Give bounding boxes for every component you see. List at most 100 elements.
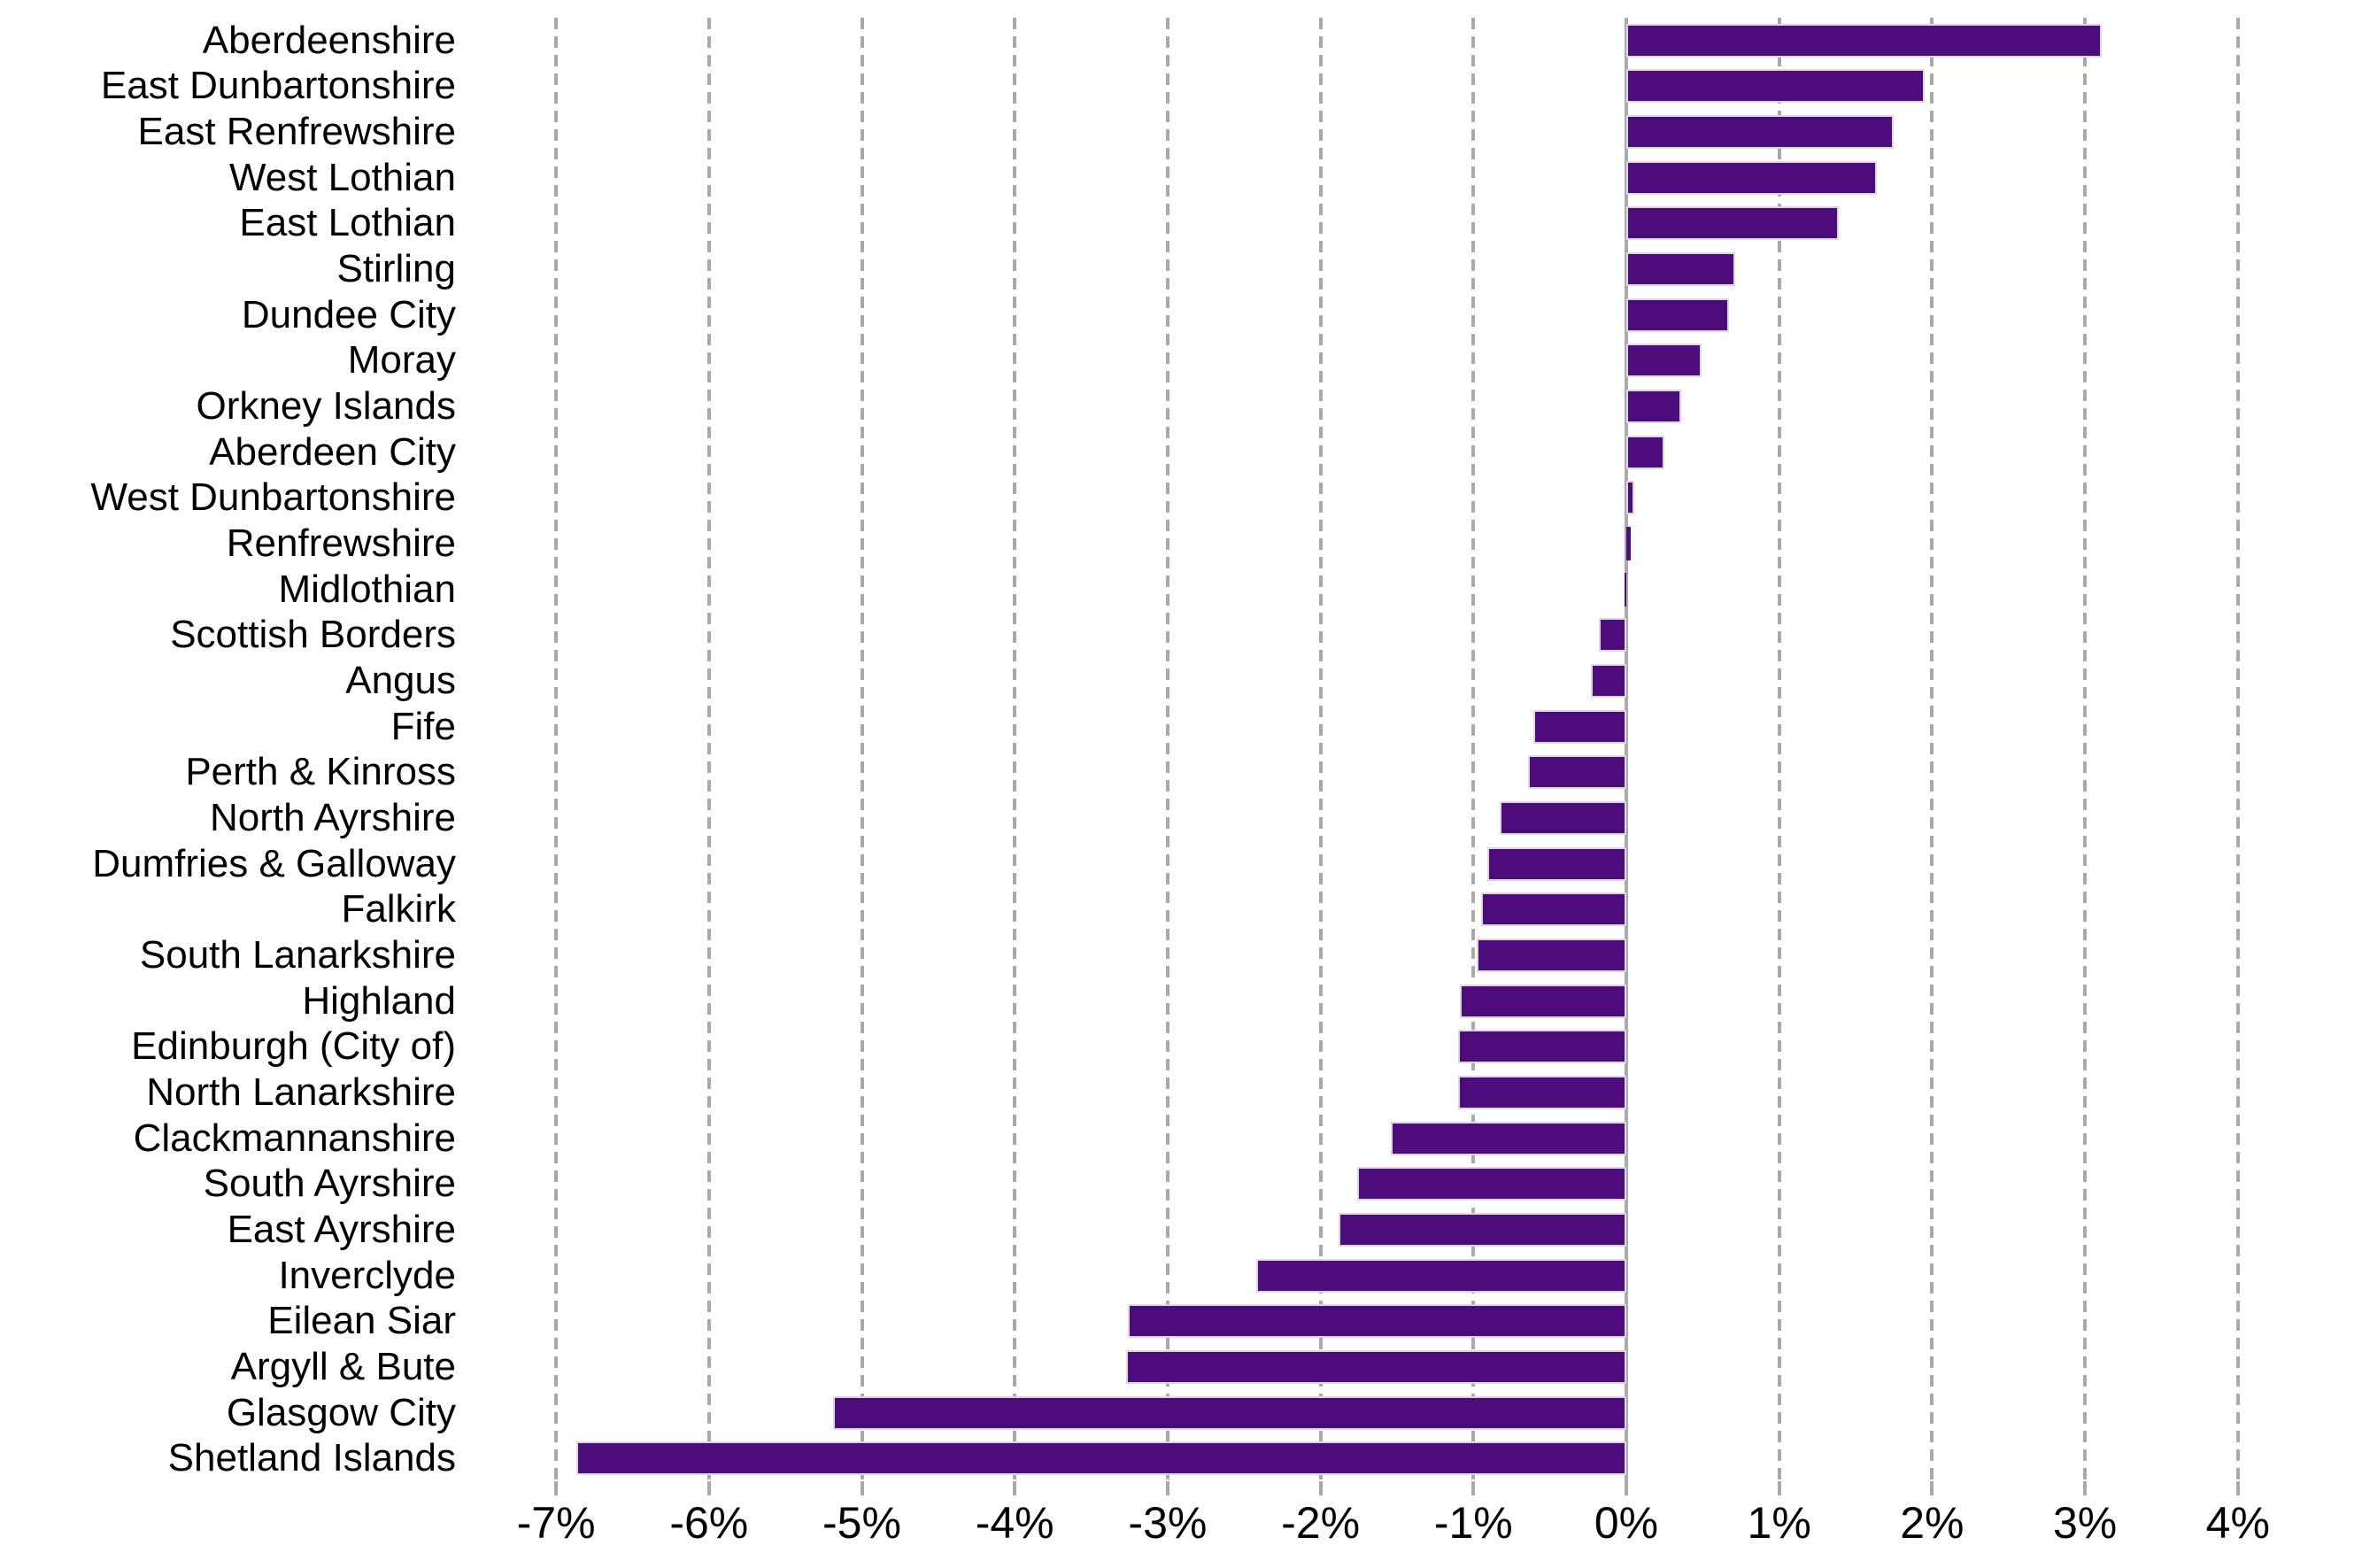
bar <box>1127 1304 1626 1339</box>
gridline <box>1165 18 1169 1481</box>
x-axis-tick <box>1471 1481 1476 1495</box>
x-axis-tick <box>1318 1481 1323 1495</box>
category-label: South Lanarkshire <box>139 932 456 977</box>
bar <box>1391 1121 1626 1155</box>
category-label: Edinburgh (City of) <box>131 1024 456 1069</box>
x-tick-label: 1% <box>1747 1498 1811 1548</box>
bar <box>575 1441 1626 1476</box>
category-label: North Lanarkshire <box>146 1070 456 1114</box>
category-label: Aberdeenshire <box>202 18 456 62</box>
bar <box>1126 1349 1626 1384</box>
x-axis-tick <box>1013 1481 1017 1495</box>
gridline <box>1930 18 1934 1481</box>
x-axis-tick <box>1165 1481 1169 1495</box>
x-axis-tick <box>1777 1481 1781 1495</box>
x-tick-label: 4% <box>2205 1498 2270 1548</box>
gridline <box>1318 18 1323 1481</box>
bar <box>1626 297 1729 332</box>
x-tick-label: -3% <box>1128 1498 1208 1548</box>
category-label: Glasgow City <box>226 1390 456 1434</box>
category-label: Dundee City <box>241 292 456 336</box>
bar <box>1626 344 1702 378</box>
category-label: South Ayrshire <box>203 1162 456 1206</box>
bar <box>1626 252 1735 287</box>
category-label: Moray <box>347 338 456 382</box>
bar <box>1532 709 1626 744</box>
x-axis-tick <box>2083 1481 2088 1495</box>
x-axis-tick <box>1625 1481 1628 1495</box>
x-axis-tick <box>554 1481 559 1495</box>
gridline <box>554 18 559 1481</box>
x-axis-tick <box>706 1481 711 1495</box>
category-label: Dumfries & Galloway <box>92 841 456 885</box>
bar <box>1486 846 1626 881</box>
bar <box>1625 572 1626 606</box>
bar <box>1339 1212 1626 1247</box>
category-label: Aberdeen City <box>209 429 456 474</box>
category-label: Angus <box>345 659 456 703</box>
category-label: East Dunbartonshire <box>100 64 456 108</box>
zero-gridline <box>1625 18 1628 1481</box>
bar <box>1458 1030 1626 1064</box>
category-label: Argyll & Bute <box>230 1344 456 1388</box>
x-tick-label: -5% <box>822 1498 901 1548</box>
category-label: West Dunbartonshire <box>90 475 457 520</box>
bar <box>1499 800 1626 835</box>
bar <box>1591 664 1626 699</box>
x-tick-label: -4% <box>975 1498 1054 1548</box>
bar <box>1626 69 1925 104</box>
x-tick-label: 2% <box>1900 1498 1964 1548</box>
category-label: East Renfrewshire <box>137 110 456 154</box>
category-label: Falkirk <box>341 887 456 931</box>
category-label: Clackmannanshire <box>133 1116 456 1160</box>
bar <box>1626 435 1665 469</box>
bar <box>1528 755 1626 790</box>
category-label: East Ayrshire <box>227 1207 456 1251</box>
bar <box>1476 938 1626 972</box>
bar <box>1626 160 1878 195</box>
x-axis-tick <box>860 1481 864 1495</box>
category-label: Shetland Islands <box>167 1436 456 1480</box>
bar <box>1626 206 1840 241</box>
bar <box>1459 984 1626 1018</box>
category-label: Renfrewshire <box>226 521 456 566</box>
bar <box>832 1395 1626 1430</box>
x-tick-label: -1% <box>1433 1498 1513 1548</box>
gridline <box>860 18 864 1481</box>
bar <box>1480 892 1626 927</box>
bar <box>1626 115 1895 150</box>
bar <box>1256 1258 1626 1293</box>
gridline <box>1013 18 1017 1481</box>
category-label: North Ayrshire <box>210 795 456 839</box>
category-label: Orkney Islands <box>196 384 456 429</box>
category-label: Scottish Borders <box>170 613 456 657</box>
x-tick-label: 0% <box>1594 1498 1659 1548</box>
category-label: Fife <box>390 704 456 748</box>
category-label: East Lothian <box>239 201 456 245</box>
x-tick-label: -6% <box>669 1498 749 1548</box>
category-label: Stirling <box>336 247 457 291</box>
bar <box>1626 390 1682 424</box>
category-label: Perth & Kinross <box>185 750 456 794</box>
category-label: West Lothian <box>228 155 456 199</box>
gridline <box>706 18 711 1481</box>
bar <box>1626 527 1632 561</box>
bar <box>1626 23 2103 58</box>
bar <box>1357 1167 1626 1201</box>
category-label: Highland <box>302 978 456 1023</box>
bar <box>1598 618 1626 653</box>
x-axis-tick <box>2235 1481 2240 1495</box>
gridline <box>2235 18 2240 1481</box>
x-axis-tick <box>1930 1481 1934 1495</box>
x-tick-label: -2% <box>1281 1498 1361 1548</box>
bar <box>1626 481 1634 515</box>
category-label: Eilean Siar <box>267 1299 456 1343</box>
gridline <box>1471 18 1476 1481</box>
bar <box>1458 1075 1626 1109</box>
x-tick-label: 3% <box>2052 1498 2118 1548</box>
category-label: Midlothian <box>278 567 456 611</box>
gridline <box>2083 18 2088 1481</box>
category-label: Inverclyde <box>278 1253 456 1297</box>
gridline <box>1777 18 1781 1481</box>
